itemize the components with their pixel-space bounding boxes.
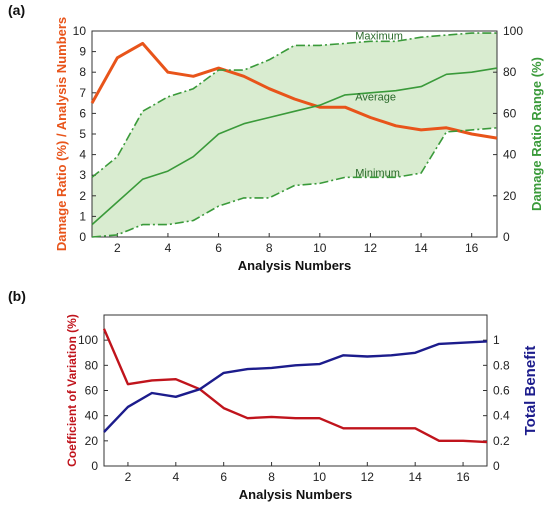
y-left-tick-label: 80	[85, 358, 99, 372]
series-line-total-benefit	[103, 340, 488, 433]
x-tick-label: 6	[220, 470, 227, 484]
x-tick-label: 6	[215, 241, 222, 255]
x-tick-label: 10	[313, 241, 327, 255]
y-left-tick-label: 3	[79, 168, 86, 182]
y-left-tick-label: 40	[85, 409, 99, 423]
y-right-axis-title: Damage Ratio Range (%)	[529, 57, 544, 211]
y-left-tick-label: 10	[73, 24, 87, 38]
y-right-tick-label: 0	[493, 459, 500, 473]
y-left-tick-label: 2	[79, 189, 86, 203]
annotation-minimum: Minimum	[355, 167, 400, 179]
x-tick-label: 4	[172, 470, 179, 484]
y-left-tick-label: 20	[85, 434, 99, 448]
x-tick-label: 16	[456, 470, 470, 484]
y-right-tick-label: 1	[493, 333, 500, 347]
y-left-tick-label: 7	[79, 86, 86, 100]
x-tick-label: 4	[165, 241, 172, 255]
y-left-tick-label: 60	[85, 384, 99, 398]
x-tick-label: 16	[465, 241, 479, 255]
y-left-tick-label: 0	[91, 459, 98, 473]
plot-frame	[103, 314, 488, 467]
y-right-tick-label: 60	[503, 106, 517, 120]
x-tick-label: 2	[125, 470, 132, 484]
y-left-tick-label: 4	[79, 148, 86, 162]
y-left-tick-label: 8	[79, 65, 86, 79]
series-line-minimum	[91, 127, 498, 238]
x-tick-label: 8	[266, 241, 273, 255]
series-line-damage-ratio-analysis-numbers	[90, 41, 498, 140]
y-left-tick-label: 0	[79, 230, 86, 244]
y-left-tick-label: 5	[79, 127, 86, 141]
y-left-tick-label: 9	[79, 45, 86, 59]
y-right-tick-label: 80	[503, 65, 517, 79]
x-tick-label: 12	[364, 241, 378, 255]
x-tick-label: 14	[414, 241, 428, 255]
y-right-tick-label: 20	[503, 189, 517, 203]
panel-label: (b)	[8, 288, 26, 304]
x-axis-title: Analysis Numbers	[239, 487, 352, 502]
x-axis-title: Analysis Numbers	[238, 258, 351, 273]
annotation-average: Average	[355, 92, 396, 104]
range-fill-area	[92, 33, 497, 237]
chart-panel-b: (b) 2 4 6 8 10 12 14 16 0 20 40 60 80 100 0 0.2 0.4 0.6 0.8…	[8, 288, 539, 502]
y-left-axis-title: Coefficient of Variation (%)	[65, 314, 79, 467]
y-right-tick-label: 40	[503, 148, 517, 162]
x-tick-label: 8	[268, 470, 275, 484]
series-line-average	[91, 67, 498, 226]
y-right-tick-label: 0.6	[493, 384, 510, 398]
y-right-tick-label: 0.4	[493, 409, 510, 423]
y-right-axis-title: Total Benefit	[522, 346, 539, 436]
y-left-tick-label: 100	[78, 333, 98, 347]
y-left-axis-title: Damage Ratio (%) / Analysis Numbers	[54, 17, 69, 251]
y-left-tick-label: 6	[79, 106, 86, 120]
annotation-maximum: Maximum	[355, 30, 403, 42]
series-line-maximum	[91, 32, 497, 178]
y-right-tick-label: 0.2	[493, 434, 510, 448]
panel-label: (a)	[8, 2, 25, 18]
x-tick-label: 10	[313, 470, 327, 484]
x-tick-label: 14	[409, 470, 423, 484]
series-line-coefficient-of-variation	[102, 328, 488, 444]
chart-panel-a: (a)2 4 6 8 10 12 14 16012345678910020406080100M…	[8, 2, 544, 273]
y-left-tick-label: 1	[79, 209, 86, 223]
y-right-tick-label: 0.8	[493, 358, 510, 372]
x-tick-label: 2	[114, 241, 121, 255]
y-right-tick-label: 100	[503, 24, 523, 38]
x-tick-label: 12	[361, 470, 375, 484]
y-right-tick-label: 0	[503, 230, 510, 244]
